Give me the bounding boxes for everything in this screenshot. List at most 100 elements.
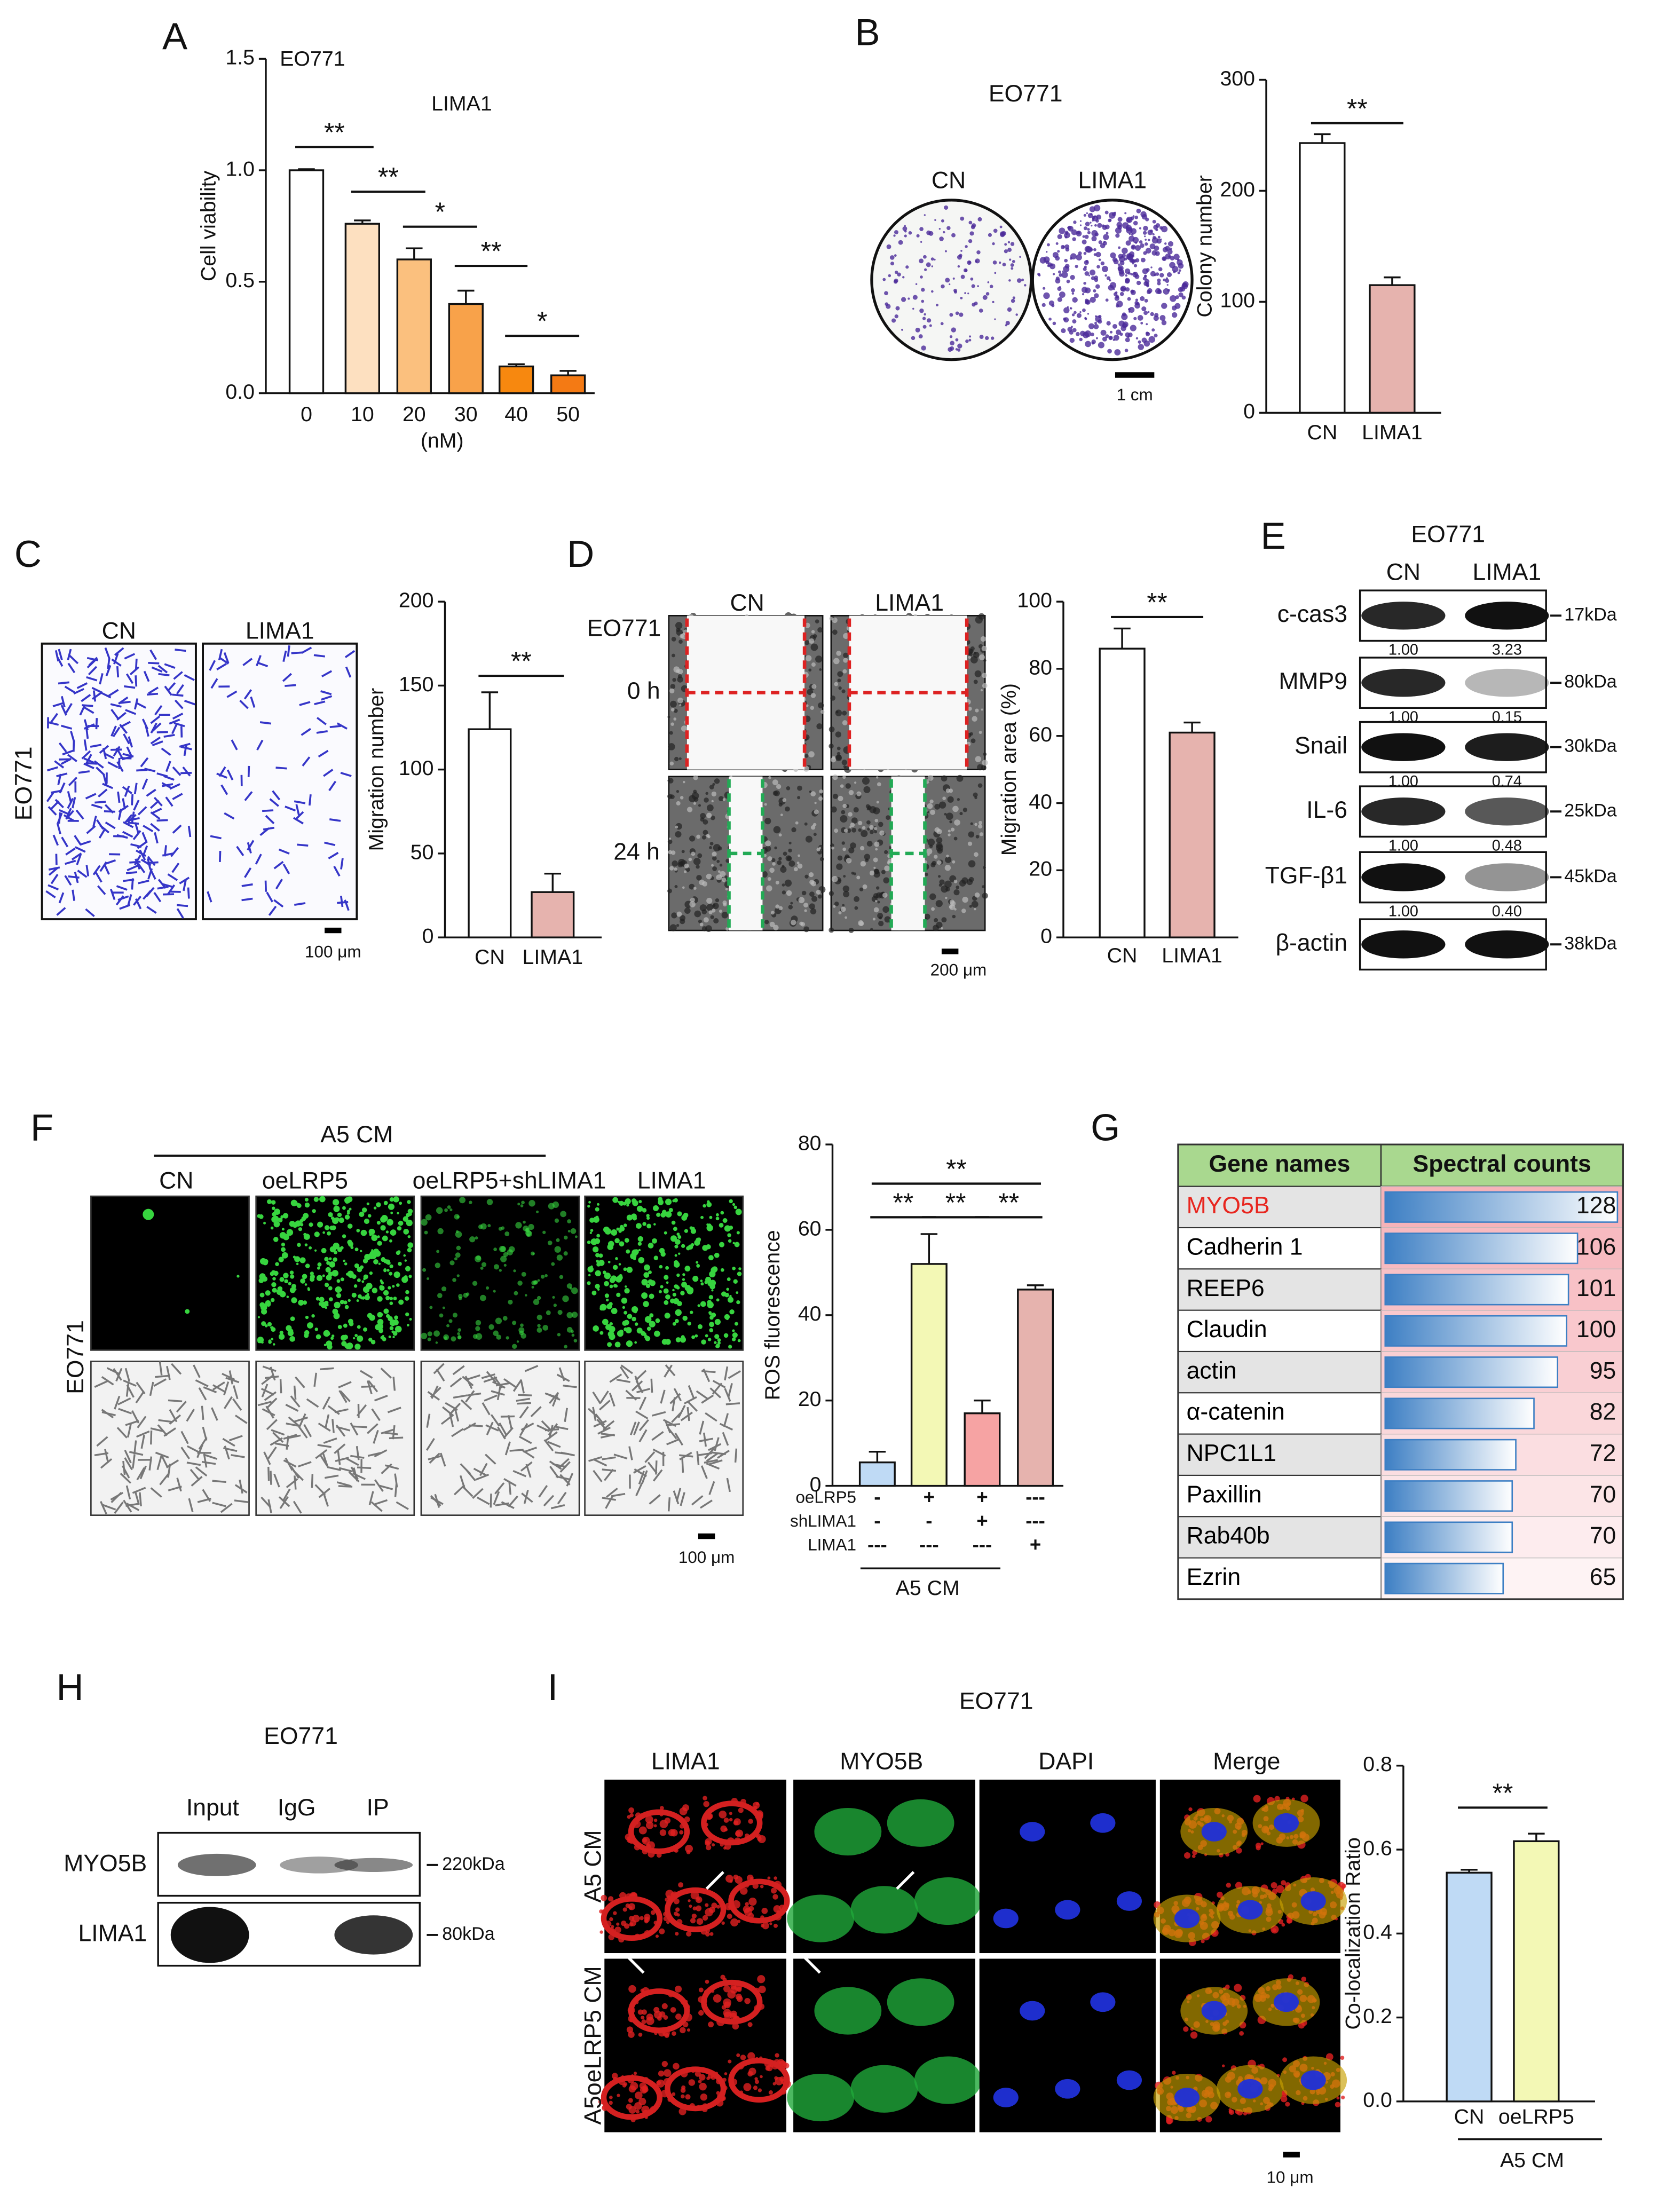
texture	[440, 1452, 446, 1467]
texture	[1205, 2116, 1212, 2123]
colony	[1160, 238, 1162, 240]
texture	[74, 835, 82, 846]
texture	[120, 1473, 131, 1484]
texture	[233, 1385, 239, 1400]
texture	[484, 1394, 498, 1402]
colony	[1069, 257, 1072, 260]
texture	[406, 1213, 411, 1218]
texture	[289, 1270, 294, 1275]
x-tick-label: oeLRP5	[1498, 2105, 1574, 2129]
texture	[110, 703, 122, 708]
texture	[843, 875, 846, 878]
texture	[1226, 1883, 1232, 1888]
colony	[908, 231, 912, 235]
texture	[294, 902, 306, 906]
texture	[314, 1249, 317, 1252]
texture	[675, 1337, 681, 1342]
texture	[845, 783, 851, 789]
texture	[286, 1295, 289, 1298]
texture	[111, 708, 119, 720]
texture	[848, 812, 853, 817]
texture	[1336, 2096, 1340, 2100]
texture	[324, 1282, 329, 1287]
texture	[225, 1377, 240, 1384]
colony	[1159, 315, 1166, 321]
texture	[680, 1291, 685, 1295]
texture	[709, 842, 714, 846]
colony	[1079, 337, 1083, 342]
texture	[597, 1426, 611, 1435]
texture	[502, 1316, 508, 1321]
texture	[163, 1427, 177, 1437]
texture	[843, 828, 848, 833]
texture	[761, 1924, 764, 1927]
colony	[1084, 317, 1087, 320]
texture	[743, 2083, 752, 2091]
texture	[433, 1330, 440, 1337]
texture	[706, 873, 712, 880]
texture	[596, 1234, 601, 1238]
texture	[734, 1242, 740, 1247]
y-tick-label: 80	[1029, 655, 1052, 679]
colony	[1064, 236, 1068, 239]
texture	[630, 2082, 638, 2090]
texture	[404, 1275, 408, 1279]
texture	[173, 722, 185, 728]
texture	[661, 2060, 668, 2067]
texture	[167, 873, 178, 881]
colony	[1000, 232, 1005, 238]
texture	[149, 1381, 154, 1396]
texture	[322, 1396, 331, 1410]
colony	[1116, 329, 1122, 335]
texture	[157, 879, 167, 889]
texture	[876, 801, 879, 804]
colony	[924, 313, 926, 316]
texture	[771, 1887, 777, 1894]
texture	[677, 1404, 686, 1418]
texture	[638, 1826, 647, 1835]
texture	[124, 1450, 132, 1464]
texture	[869, 870, 875, 876]
texture	[628, 1903, 635, 1910]
texture	[665, 1198, 672, 1205]
colony	[1151, 328, 1155, 332]
texture	[234, 1484, 248, 1494]
texture	[265, 1290, 271, 1296]
texture	[714, 1252, 720, 1258]
texture	[764, 920, 769, 925]
texture	[697, 1304, 700, 1307]
texture	[596, 1203, 599, 1206]
texture	[980, 636, 987, 642]
texture	[977, 764, 983, 771]
colony	[1092, 219, 1094, 222]
texture	[637, 1236, 644, 1242]
colony	[1135, 245, 1141, 251]
texture	[760, 1884, 764, 1889]
texture	[116, 666, 120, 678]
texture	[285, 1403, 299, 1412]
image-label: DAPI	[1038, 1748, 1094, 1774]
texture	[256, 655, 262, 667]
texture	[670, 700, 677, 708]
colony	[1107, 349, 1112, 354]
texture	[674, 1244, 678, 1249]
colony	[1142, 276, 1147, 281]
texture	[436, 1369, 445, 1382]
colony	[1037, 272, 1040, 276]
texture	[836, 863, 843, 870]
texture	[664, 1818, 671, 1824]
texture	[369, 1314, 375, 1321]
texture	[141, 778, 148, 790]
colony	[1106, 232, 1109, 235]
texture	[564, 1345, 567, 1349]
texture	[329, 1261, 336, 1268]
texture	[58, 681, 70, 685]
texture	[105, 859, 116, 865]
texture	[646, 2017, 654, 2025]
colony	[1125, 274, 1127, 277]
texture	[118, 804, 129, 813]
texture	[220, 784, 228, 795]
texture	[696, 834, 700, 839]
texture	[845, 854, 849, 859]
colony	[1088, 323, 1095, 329]
